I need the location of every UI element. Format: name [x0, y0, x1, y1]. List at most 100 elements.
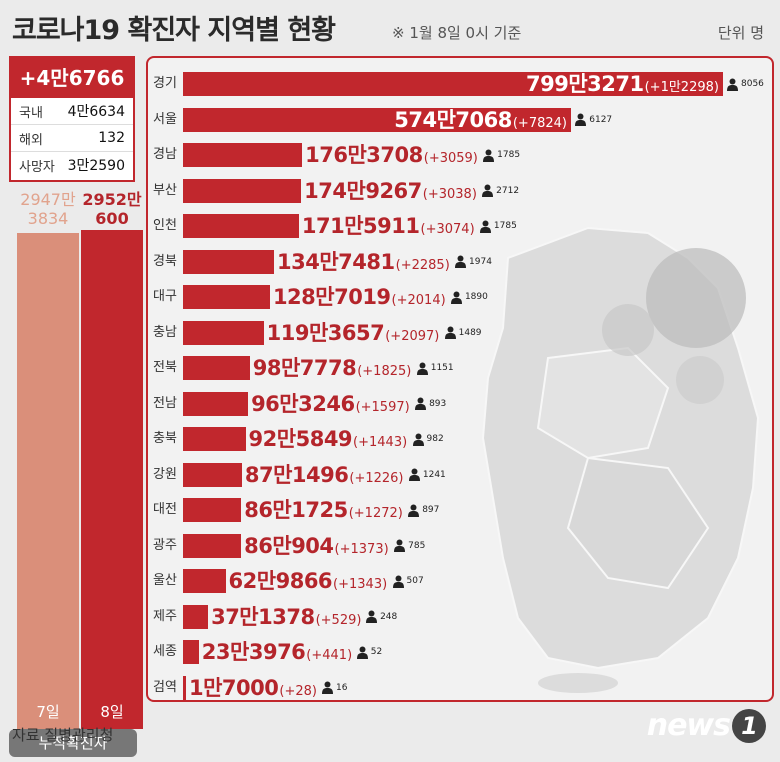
death-value: 1489: [458, 327, 482, 338]
page-title: 코로나19 확진자 지역별 현황: [12, 15, 336, 46]
bar: [183, 391, 249, 416]
cumulative-cur-value: 2952만 600: [81, 190, 143, 228]
summary-row-deaths: 사망자 3만2590: [11, 152, 133, 178]
region-label: 강원: [153, 466, 177, 482]
bar: [183, 285, 270, 309]
person-icon: [322, 681, 333, 694]
region-label: 대구: [153, 289, 177, 304]
bar: [183, 356, 250, 380]
death-count: 1785: [479, 210, 517, 242]
cumulative-cur-day: 8일: [100, 703, 124, 721]
bar-label: 62만9866 (+1343): [229, 565, 388, 597]
bar: [183, 675, 186, 700]
death-count: 897: [408, 494, 439, 526]
summary-value: 132: [98, 130, 125, 146]
bar-label: 87만1496 (+1226): [245, 459, 404, 491]
daily-increase: (+2285): [395, 257, 450, 273]
region-label: 검역: [153, 679, 177, 695]
cumulative-count: 799만3271: [526, 72, 644, 96]
region-label: 충남: [153, 324, 177, 340]
summary-label: 사망자: [19, 159, 55, 175]
bar-row: 검역 1만7000 (+28) 16: [148, 672, 772, 701]
daily-increase: (+3038): [422, 186, 477, 202]
death-count: 1785: [483, 139, 520, 171]
daily-increase: (+1443): [353, 435, 408, 450]
person-icon: [727, 78, 738, 91]
bar: [183, 72, 723, 96]
daily-increase: (+1373): [334, 541, 389, 557]
cumulative-count: 174만9267: [304, 178, 422, 203]
bar: [183, 640, 199, 664]
bar-row: 충북 92만5849 (+1443) 982: [148, 423, 772, 455]
cumulative-count: 98만7778: [252, 356, 357, 380]
death-value: 1974: [469, 256, 492, 267]
daily-increase: (+1597): [355, 399, 410, 415]
bar-row: 울산 62만9866 (+1343) 507: [148, 565, 772, 597]
death-count: 982: [412, 423, 444, 455]
bar: [183, 462, 242, 487]
regional-chart-panel: 경기 799만3271 (+1만2298) 8056 서울 574만7068 (+7824)…: [146, 56, 774, 702]
cumulative-count: 86만1725: [244, 498, 348, 522]
death-value: 507: [406, 576, 424, 586]
person-icon: [408, 468, 420, 481]
cumulative-count: 23만3976: [201, 640, 306, 664]
bar: [183, 249, 275, 274]
bar-label: 176만3708 (+3059): [305, 139, 478, 171]
cumulative-count: 37만1378: [211, 604, 315, 629]
unit-label: 단위 명: [717, 24, 764, 42]
logo-text: news: [646, 708, 731, 743]
daily-increase: (+7824): [512, 115, 567, 131]
summary-panel: +4만6766 국내 4만6634 해외 132 사망자 3만2590 2947…: [9, 56, 143, 757]
bar-label: 86만1725 (+1272): [244, 494, 403, 526]
region-label: 서울: [153, 111, 177, 127]
region-label: 제주: [153, 608, 177, 624]
death-value: 1785: [493, 221, 517, 231]
death-value: 8056: [741, 79, 764, 89]
bar-label: 1만7000 (+28): [189, 672, 317, 701]
region-label: 대전: [153, 502, 177, 517]
death-count: 1890: [450, 281, 488, 313]
death-count: 248: [366, 601, 397, 633]
death-value: 893: [429, 398, 447, 409]
bar-label: 92만5849 (+1443): [249, 423, 408, 455]
death-value: 248: [380, 611, 398, 622]
bar-row: 서울 574만7068 (+7824) 6127: [148, 104, 772, 136]
bar-label: 23만3976 (+441): [202, 636, 352, 668]
logo-mark-text: 1: [741, 711, 758, 740]
summary-row-overseas: 해외 132: [11, 125, 133, 152]
bar-label: 174만9267 (+3038): [304, 175, 477, 207]
death-count: 507: [392, 565, 424, 597]
region-label: 경기: [153, 76, 177, 91]
bar-row: 충남 119만3657 (+2097) 1489: [148, 317, 772, 349]
death-value: 785: [408, 540, 426, 551]
cumulative-count: 134만7481: [277, 249, 395, 274]
korea-map-background: [481, 226, 760, 693]
bar-row: 광주 86만904 (+1373) 785: [148, 530, 772, 562]
bar-label: 98만7778 (+1825): [253, 352, 412, 384]
cumulative-prev-line2: 3834: [27, 209, 69, 228]
bar-row: 전남 96만3246 (+1597) 893: [148, 388, 772, 420]
bar-label: 86만904 (+1373): [244, 530, 389, 562]
daily-increase: (+1226): [349, 470, 404, 486]
daily-increase: (+3074): [420, 222, 475, 237]
person-icon: [455, 255, 467, 268]
bar-row: 경기 799만3271 (+1만2298) 8056: [148, 68, 772, 100]
person-icon: [450, 291, 462, 304]
region-label: 세종: [153, 644, 177, 659]
cumulative-prev-value: 2947만 3834: [17, 190, 79, 228]
source-note: 자료 질병관리청: [12, 726, 114, 744]
person-icon: [479, 220, 491, 233]
death-value: 982: [426, 434, 444, 444]
daily-increase: (+441): [306, 648, 353, 663]
person-icon: [356, 646, 368, 659]
bar-label: 574만7068 (+7824): [394, 104, 567, 136]
death-value: 2712: [496, 185, 520, 196]
cumulative-count: 128만7019: [272, 285, 391, 309]
person-icon: [575, 113, 587, 126]
summary-value: 4만6634: [67, 104, 125, 120]
death-count: 52: [356, 636, 382, 668]
death-count: 785: [394, 530, 425, 562]
death-value: 16: [336, 682, 348, 693]
region-label: 경북: [153, 253, 177, 269]
region-label: 경남: [153, 147, 177, 162]
